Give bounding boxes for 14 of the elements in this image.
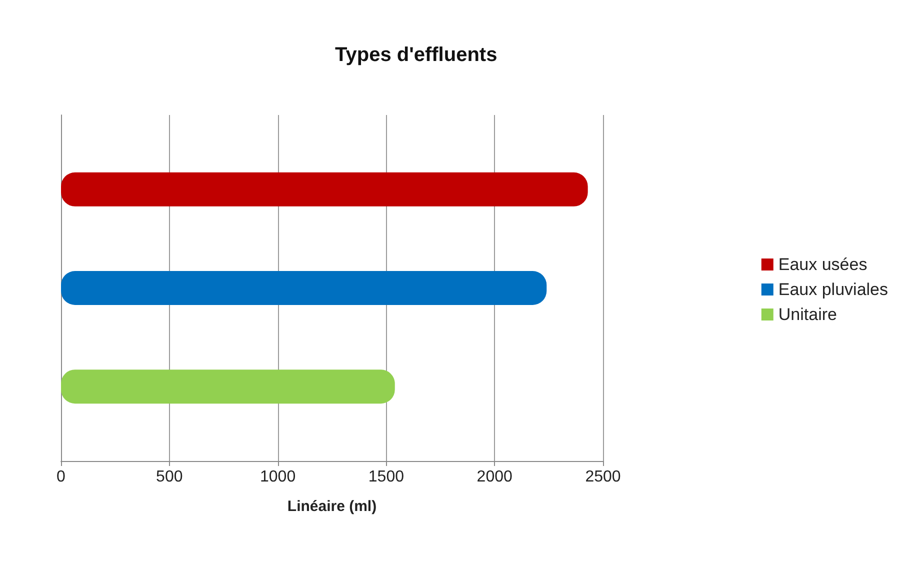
legend-label: Eaux pluviales [778, 280, 888, 299]
x-tick-label: 500 [156, 468, 183, 486]
legend-label: Eaux usées [778, 255, 868, 274]
bar [61, 370, 395, 404]
x-tick-label: 2500 [585, 468, 621, 486]
x-tick-label: 2000 [476, 468, 512, 486]
bar [61, 172, 588, 206]
x-tick-label: 1500 [368, 468, 404, 486]
x-axis-title: Linéaire (ml) [287, 498, 377, 515]
bar [61, 271, 547, 305]
legend-label: Unitaire [778, 305, 837, 324]
chart-title: Types d'effluents [335, 44, 498, 66]
x-tick-label: 1000 [260, 468, 296, 486]
x-tick-label: 0 [56, 468, 66, 486]
